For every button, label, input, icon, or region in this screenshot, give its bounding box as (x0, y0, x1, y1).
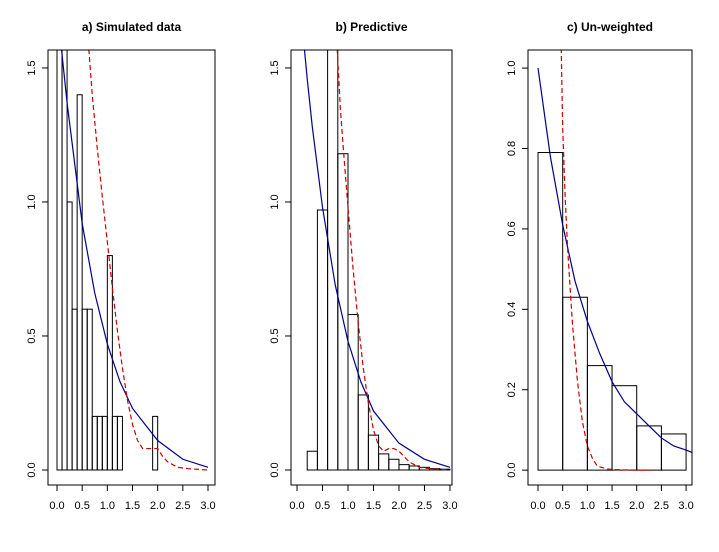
x-tick-label: 1.0 (580, 500, 595, 512)
x-tick-label: 2.5 (654, 500, 669, 512)
y-tick-label: 0.5 (26, 328, 38, 343)
plot-frame (290, 49, 453, 486)
x-tick-label: 3.0 (200, 500, 215, 512)
y-tick-label: 0.2 (506, 382, 518, 397)
bar (611, 385, 638, 471)
y-tick-label: 0.6 (506, 221, 518, 236)
x-tick-label: 1.5 (125, 500, 140, 512)
bar (398, 464, 410, 471)
x-tick-label: 0.0 (530, 500, 545, 512)
bar (357, 394, 369, 471)
x-tick-label: 3.0 (678, 500, 693, 512)
bar (96, 415, 103, 471)
bar (388, 458, 400, 471)
x-tick-label: 0.5 (315, 500, 330, 512)
bar (327, 50, 339, 471)
bar (91, 415, 98, 471)
bar (306, 450, 318, 471)
curve (560, 50, 652, 471)
y-tick-label: 1.0 (269, 194, 281, 209)
x-tick-label: 0.5 (75, 500, 90, 512)
x-tick-label: 2.0 (391, 500, 406, 512)
plot-frame (527, 49, 693, 486)
x-tick-label: 0.0 (289, 500, 304, 512)
curve (88, 50, 209, 471)
bar (562, 296, 588, 471)
x-tick-label: 2.0 (629, 500, 644, 512)
x-tick-label: 1.5 (366, 500, 381, 512)
y-tick-label: 1.5 (269, 60, 281, 75)
plot-area (56, 50, 209, 471)
bar (660, 433, 687, 471)
bar (378, 453, 390, 471)
y-tick-label: 0.4 (506, 302, 518, 317)
bar (152, 415, 159, 471)
chart-title: c) Un-weighted (567, 20, 653, 34)
bar (316, 209, 329, 471)
bar (101, 415, 108, 471)
y-tick-label: 1.0 (26, 194, 38, 209)
chart-title: a) Simulated data (82, 20, 182, 34)
bar (537, 152, 564, 471)
x-tick-label: 0.5 (555, 500, 570, 512)
x-tick-label: 2.5 (175, 500, 190, 512)
plot-frame (47, 49, 216, 486)
curve (61, 50, 209, 468)
curve (303, 50, 451, 468)
x-tick-label: 3.0 (442, 500, 457, 512)
bar (76, 94, 83, 471)
bar (337, 153, 349, 471)
chart-title: b) Predictive (335, 20, 407, 34)
curve (336, 50, 451, 471)
x-tick-label: 2.0 (150, 500, 165, 512)
y-tick-label: 0.0 (269, 462, 281, 477)
curve (537, 68, 692, 453)
x-tick-label: 0.0 (49, 500, 64, 512)
bar (106, 255, 113, 471)
bar (86, 308, 93, 471)
y-tick-label: 0.5 (269, 328, 281, 343)
bar (81, 308, 88, 471)
y-tick-label: 0.0 (26, 462, 38, 477)
bar (347, 314, 359, 471)
x-tick-label: 1.0 (340, 500, 355, 512)
x-tick-label: 1.0 (100, 500, 115, 512)
bar (66, 201, 73, 471)
plot-area (537, 50, 692, 471)
x-tick-label: 2.5 (417, 500, 432, 512)
bar (61, 50, 68, 471)
bar (56, 50, 63, 471)
bar (367, 434, 380, 471)
y-tick-label: 1.5 (26, 60, 38, 75)
y-tick-label: 0.8 (506, 141, 518, 156)
x-tick-label: 1.5 (604, 500, 619, 512)
bar (111, 415, 118, 471)
y-tick-label: 1.0 (506, 60, 518, 75)
y-tick-label: 0.0 (506, 462, 518, 477)
bar (116, 415, 123, 471)
bar (71, 308, 78, 471)
plot-area (303, 50, 451, 471)
bar (636, 425, 662, 471)
